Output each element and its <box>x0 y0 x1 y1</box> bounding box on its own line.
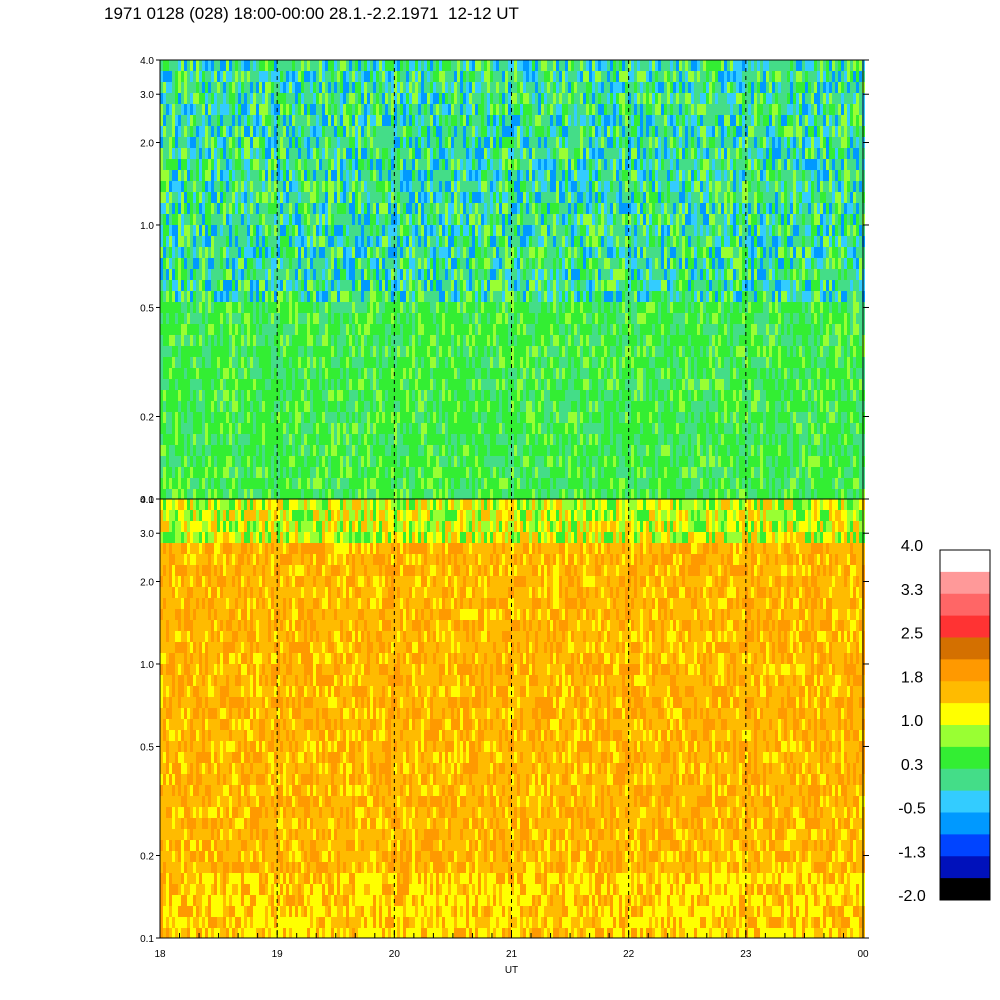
colorbar: 4.0 3.3 2.5 1.8 1.0 0.3 -0.5 -1.3 -2.0 <box>898 538 991 905</box>
colorbar-swatch <box>940 550 990 573</box>
colorbar-swatch <box>940 593 990 617</box>
colorbar-label: 1.8 <box>901 669 923 686</box>
colorbar-label: -1.3 <box>898 844 926 861</box>
y-tick-label: 1.0 <box>140 221 154 232</box>
x-tick-label: 22 <box>623 949 635 960</box>
x-tick-label: 20 <box>389 949 401 960</box>
y-tick-label: 4.0 <box>140 56 154 67</box>
x-tick-label: 23 <box>740 949 752 960</box>
colorbar-swatch <box>940 725 990 748</box>
colorbar-label: 3.3 <box>901 582 923 599</box>
colorbar-frame <box>939 549 991 901</box>
x-tick-label: 18 <box>154 949 166 960</box>
colorbar-swatch <box>940 571 990 595</box>
y-tick-label: 0.5 <box>140 303 154 314</box>
colorbar-swatch <box>940 746 990 770</box>
x-tick-label: 21 <box>506 949 518 960</box>
y-tick-label: 1.0 <box>140 660 154 671</box>
y-tick-label: 0.1 <box>140 495 154 506</box>
upper-spectrogram-panel: 4.0 3.0 2.0 1.0 0.5 0.2 0.1 <box>140 56 869 506</box>
lower-spectrogram-panel: 4.0 3.0 2.0 1.0 0.5 0.2 0.1 <box>140 495 869 945</box>
y-tick-label: 0.1 <box>140 934 154 945</box>
y-tick-label: 2.0 <box>140 138 154 149</box>
spectrogram-texture <box>160 499 865 938</box>
colorbar-swatch <box>940 703 990 726</box>
y-tick-label: 2.0 <box>140 577 154 588</box>
chart-title: 1971 0128 (028) 18:00-00:00 28.1.-2.2.19… <box>104 4 519 23</box>
colorbar-swatch <box>940 659 990 682</box>
colorbar-swatch <box>940 615 990 638</box>
colorbar-swatch <box>940 790 990 813</box>
colorbar-label: 4.0 <box>901 538 923 555</box>
x-tick-label: 19 <box>272 949 284 960</box>
colorbar-swatch <box>940 834 990 857</box>
colorbar-swatch <box>940 856 990 879</box>
x-tick-label: 00 <box>857 949 869 960</box>
spectrogram-texture <box>160 60 865 499</box>
colorbar-swatch <box>940 681 990 704</box>
colorbar-swatch <box>940 812 990 835</box>
y-tick-label: 0.5 <box>140 742 154 753</box>
y-tick-label: 4.0 <box>140 495 154 506</box>
colorbar-swatch <box>940 878 990 901</box>
y-tick-label: 0.2 <box>140 413 154 424</box>
x-axis: 18 19 20 21 22 23 00 UT <box>154 930 869 976</box>
y-tick-label: 0.2 <box>140 852 154 863</box>
y-tick-label: 3.0 <box>140 529 154 540</box>
colorbar-swatch <box>940 637 990 660</box>
x-axis-label: UT <box>505 965 518 976</box>
colorbar-label: 1.0 <box>901 713 923 730</box>
colorbar-label: 2.5 <box>901 626 923 643</box>
colorbar-swatch <box>940 768 990 792</box>
colorbar-label: -0.5 <box>898 801 926 818</box>
colorbar-label: 0.3 <box>901 757 923 774</box>
colorbar-label: -2.0 <box>898 888 926 905</box>
y-tick-label: 3.0 <box>140 90 154 101</box>
